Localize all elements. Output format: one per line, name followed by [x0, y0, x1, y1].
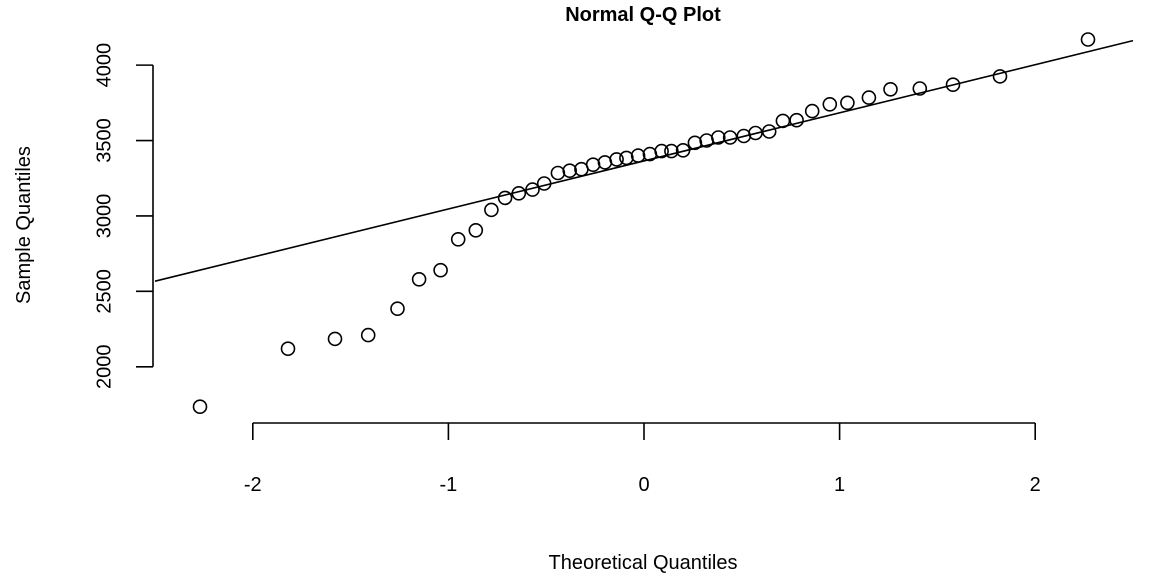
data-point: [468, 223, 484, 238]
data-point: [861, 90, 877, 105]
data-point: [609, 152, 624, 167]
data-point: [411, 271, 427, 287]
data-point: [945, 77, 961, 92]
x-tick-label: -2: [244, 474, 262, 496]
data-point: [433, 262, 448, 278]
reference-line: [154, 39, 1134, 282]
data-point: [912, 81, 928, 96]
data-point: [390, 301, 405, 317]
data-point: [450, 232, 466, 247]
y-tick-label: 4000: [93, 43, 115, 88]
y-tick-label: 3000: [93, 194, 115, 239]
data-point: [550, 165, 566, 181]
data-point: [710, 130, 726, 145]
y-tick-label: 3500: [93, 118, 115, 163]
data-points: [192, 32, 1096, 415]
y-axis-ticks: 2000 2500 3000 3500 4000: [93, 43, 153, 389]
data-point: [822, 97, 838, 112]
data-point: [497, 190, 513, 206]
data-point: [619, 150, 634, 166]
data-point: [562, 163, 578, 178]
data-point: [597, 155, 613, 170]
data-point: [654, 143, 669, 159]
data-point: [327, 331, 343, 347]
data-point: [992, 69, 1008, 84]
data-point: [1080, 32, 1096, 47]
data-point: [280, 341, 296, 357]
data-point: [192, 399, 208, 415]
data-point: [630, 148, 646, 163]
x-axis-title: Theoretical Quantiles: [549, 552, 738, 574]
x-tick-label: -1: [440, 474, 458, 496]
data-point: [883, 82, 898, 97]
x-axis-ticks: -2 -1 0 1 2: [244, 423, 1041, 496]
x-tick-label: 1: [834, 474, 845, 496]
y-axis-title: Sample Quantiles: [13, 146, 35, 304]
x-tick-label: 2: [1030, 474, 1041, 496]
y-tick-label: 2000: [93, 345, 115, 390]
data-point: [789, 112, 804, 128]
data-point: [585, 157, 601, 172]
chart-title: Normal Q-Q Plot: [565, 4, 721, 26]
data-point: [840, 95, 855, 111]
data-point: [687, 135, 703, 151]
y-tick-label: 2500: [93, 269, 115, 314]
data-point: [748, 125, 763, 141]
data-point: [664, 143, 679, 159]
data-point: [804, 103, 820, 119]
x-tick-label: 0: [638, 474, 649, 496]
data-point: [536, 176, 552, 191]
data-point: [484, 202, 499, 218]
data-point: [360, 327, 376, 343]
